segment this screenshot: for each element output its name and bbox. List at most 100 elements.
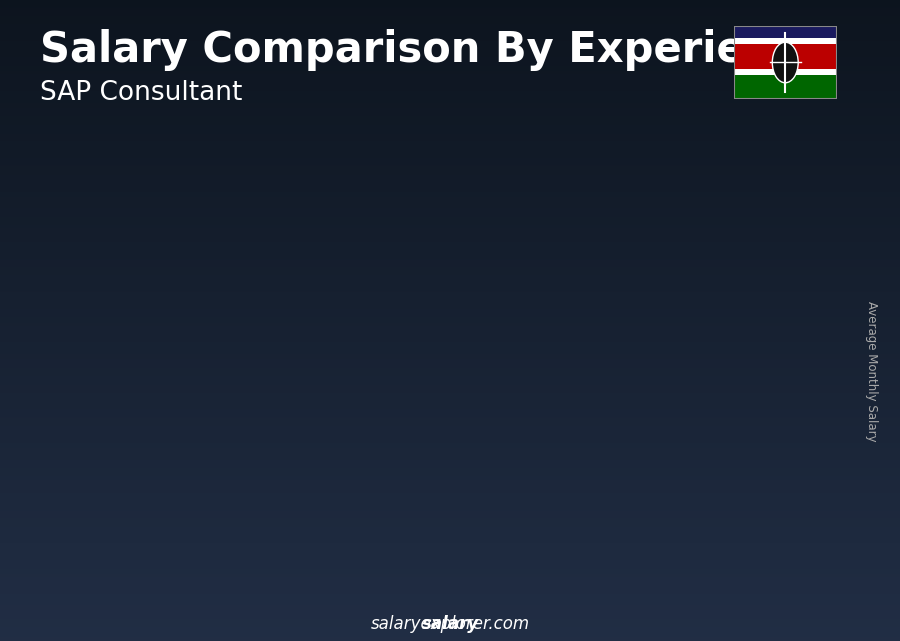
Bar [465, 274, 537, 278]
Bar [465, 364, 537, 368]
Bar [596, 339, 667, 343]
Bar [596, 304, 667, 308]
Bar [465, 500, 537, 504]
Bar [465, 461, 537, 465]
Bar [596, 442, 667, 446]
Bar [465, 414, 537, 418]
Bar [465, 486, 537, 490]
Bar [725, 435, 796, 438]
Bar [76, 440, 148, 442]
Bar [336, 506, 408, 508]
Bar [725, 344, 796, 349]
Bar [596, 462, 667, 465]
Bar [206, 538, 277, 541]
Text: +7%: +7% [531, 141, 601, 169]
Bar [596, 439, 667, 442]
Bar [725, 447, 796, 451]
Bar [76, 450, 148, 452]
Bar [206, 551, 277, 553]
Bar [76, 499, 148, 501]
Text: salaryexplorer.com: salaryexplorer.com [371, 615, 529, 633]
Bar [465, 472, 537, 475]
Bar [596, 374, 667, 378]
Bar [336, 512, 408, 514]
Bar [596, 335, 667, 339]
Bar [76, 551, 148, 553]
Bar [206, 459, 277, 461]
Bar [206, 456, 277, 459]
Bar [725, 353, 796, 356]
Bar [336, 349, 408, 353]
Bar [76, 438, 148, 440]
Bar [206, 392, 277, 394]
Bar [206, 541, 277, 543]
Bar [206, 528, 277, 530]
Bar [336, 514, 408, 517]
Bar [465, 360, 537, 364]
Bar [336, 372, 408, 376]
Bar [465, 439, 537, 443]
Bar [725, 484, 796, 488]
Bar [465, 483, 537, 486]
Bar [76, 473, 148, 474]
Bar [206, 429, 277, 431]
Bar [336, 497, 408, 500]
Bar [336, 353, 408, 355]
Bar [76, 543, 148, 545]
Bar [725, 262, 796, 267]
Bar [76, 524, 148, 525]
Bar [596, 393, 667, 397]
Bar [725, 271, 796, 274]
Bar [596, 465, 667, 469]
Bar [206, 412, 277, 415]
Bar [596, 347, 667, 351]
Bar [725, 254, 796, 258]
Bar [336, 552, 408, 554]
Bar [206, 533, 277, 535]
Bar [76, 517, 148, 519]
Bar [725, 422, 796, 426]
Bar [596, 331, 667, 335]
Bar [596, 473, 667, 477]
Bar [465, 432, 537, 436]
Bar [725, 295, 796, 299]
Bar [336, 503, 408, 506]
Bar [725, 394, 796, 397]
Bar [465, 306, 537, 310]
Bar [465, 278, 537, 281]
Bar [76, 528, 148, 530]
Bar [399, 326, 408, 558]
Bar [596, 251, 659, 258]
Bar [725, 451, 796, 455]
Bar [725, 385, 796, 390]
Bar [76, 442, 148, 444]
Bar [725, 332, 796, 336]
Bar [725, 537, 796, 541]
Bar [76, 452, 148, 453]
Bar [725, 336, 796, 340]
Bar [465, 551, 537, 554]
Bar [206, 431, 277, 433]
Bar [465, 454, 537, 457]
Bar [206, 522, 277, 524]
Bar [725, 340, 796, 344]
Bar [336, 387, 408, 390]
Bar [206, 444, 277, 446]
Bar [465, 522, 537, 526]
Bar [76, 491, 148, 492]
Bar [76, 531, 148, 533]
Bar [76, 447, 148, 449]
Bar [596, 362, 667, 366]
Bar [725, 541, 796, 545]
Bar [725, 274, 796, 279]
Bar [336, 329, 408, 332]
Bar [336, 410, 408, 413]
Bar [725, 438, 796, 443]
Bar [336, 341, 408, 344]
Bar [465, 508, 537, 511]
Bar [465, 554, 537, 558]
Bar [336, 485, 408, 488]
Bar [336, 508, 408, 512]
Bar [725, 229, 788, 238]
Bar [465, 540, 537, 544]
